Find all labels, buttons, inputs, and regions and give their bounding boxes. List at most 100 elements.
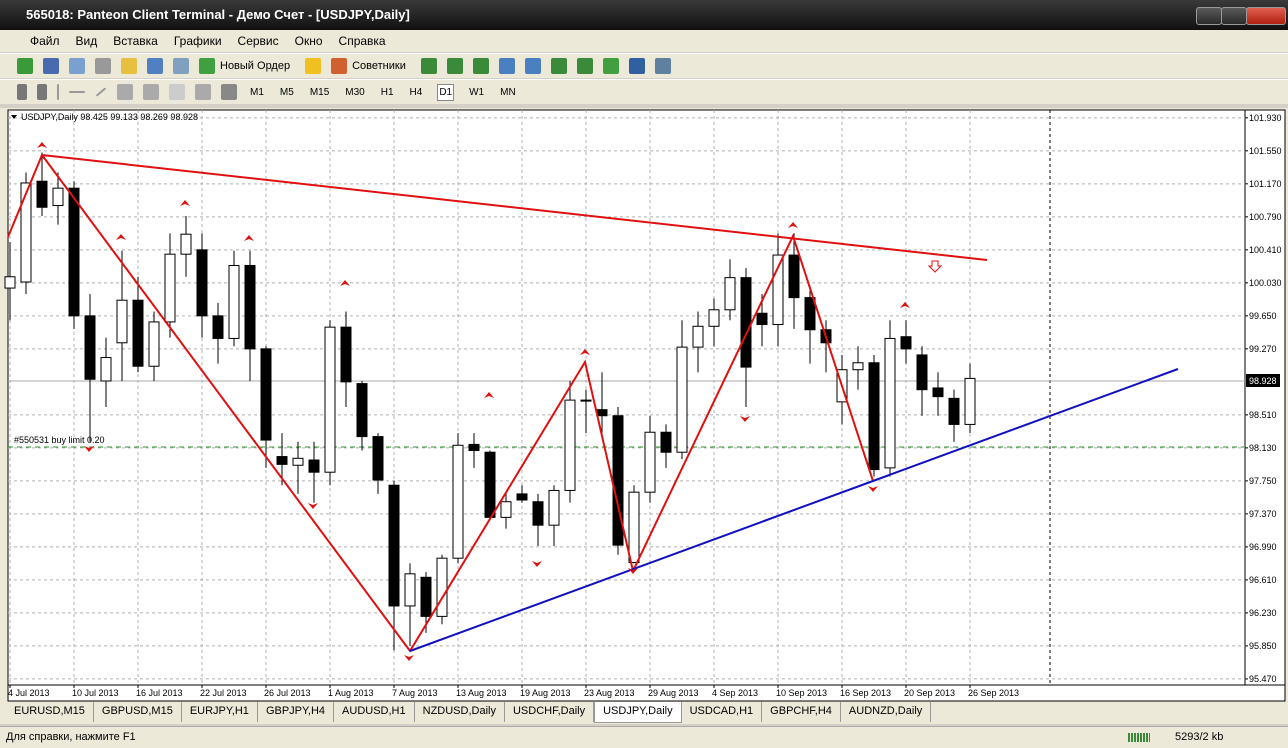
x-tick-label: 26 Jul 2013 [264, 688, 311, 698]
candle-body [644, 431, 656, 493]
menu-item[interactable]: Графики [173, 34, 222, 48]
candle-body [612, 415, 624, 546]
icon[interactable] [628, 58, 645, 74]
menu-item[interactable]: Сервис [237, 34, 279, 48]
status-traffic: 5293/2 kb [1175, 731, 1224, 743]
icon[interactable] [498, 58, 515, 74]
candle-body [228, 264, 240, 339]
icon[interactable] [121, 58, 137, 74]
icon[interactable] [169, 84, 185, 100]
candle-body [68, 187, 80, 317]
minimize[interactable] [1196, 7, 1222, 25]
icon[interactable] [446, 58, 463, 74]
icon[interactable] [95, 58, 111, 74]
chart-tab[interactable]: GBPJPY,H4 [258, 702, 335, 722]
icon[interactable] [17, 84, 27, 100]
candle-body [500, 501, 512, 518]
icon[interactable] [43, 58, 59, 74]
timeframe-button[interactable]: H4 [409, 86, 423, 98]
icon[interactable] [69, 91, 85, 93]
timeframe-button[interactable]: M15 [309, 86, 330, 98]
candle-body [772, 254, 784, 326]
icon[interactable] [195, 84, 211, 100]
icon[interactable] [199, 58, 215, 74]
candle-body [692, 325, 704, 348]
timeframe-button[interactable]: MN [500, 86, 516, 98]
icon[interactable] [69, 58, 85, 74]
candle-body [676, 346, 688, 453]
symbol-menu[interactable] [11, 115, 17, 119]
menu-item[interactable]: Вид [75, 34, 98, 48]
menu-item[interactable]: Вставка [113, 34, 158, 48]
chart-tab[interactable]: AUDUSD,H1 [334, 702, 415, 722]
x-tick-label: 10 Sep 2013 [776, 688, 827, 698]
timeframe-button[interactable]: M30 [345, 86, 365, 98]
arrow-up [900, 302, 910, 308]
candle-body [580, 399, 592, 402]
arrow-down [628, 568, 638, 574]
icon[interactable] [57, 84, 59, 100]
chart-tab[interactable]: EURJPY,H1 [182, 702, 258, 722]
icon[interactable] [117, 84, 133, 100]
candle-body [964, 377, 976, 425]
icon[interactable] [472, 58, 489, 74]
candle-body [132, 299, 144, 367]
x-tick-label: 22 Jul 2013 [200, 688, 247, 698]
candle-body [324, 326, 336, 473]
timeframe-button[interactable]: D1 [437, 83, 455, 101]
toolbar: Новый Ордер Советники [0, 53, 1288, 78]
icon[interactable] [147, 58, 163, 74]
candle-body [548, 489, 560, 526]
icon[interactable] [654, 58, 671, 74]
experts[interactable]: Советники [352, 60, 406, 72]
timeframe-button[interactable]: H1 [380, 86, 394, 98]
candle-body [116, 299, 128, 344]
chart-tab[interactable]: USDJPY,Daily [594, 702, 682, 723]
timeframe-button[interactable]: W1 [469, 86, 485, 98]
icon[interactable] [602, 58, 619, 74]
timeframe-button[interactable]: M5 [279, 86, 294, 98]
new-order[interactable]: Новый Ордер [220, 60, 291, 72]
icon[interactable] [143, 84, 159, 100]
candle-body [628, 491, 640, 564]
maximize[interactable] [1221, 7, 1247, 25]
candle-body [36, 180, 48, 208]
arrow-down [308, 503, 318, 509]
icon[interactable] [173, 58, 189, 74]
menu-item[interactable]: Справка [338, 34, 386, 48]
icon[interactable] [305, 58, 322, 74]
candle-body [452, 444, 464, 559]
candle-body [356, 383, 368, 438]
icon[interactable] [331, 58, 348, 74]
candle-body [20, 182, 32, 283]
menu-item[interactable]: Окно [294, 34, 323, 48]
chart-tab[interactable]: USDCHF,Daily [505, 702, 595, 722]
icon[interactable] [17, 58, 33, 74]
icon[interactable] [420, 58, 437, 74]
close[interactable] [1246, 7, 1286, 25]
candle-body [484, 451, 496, 518]
icon[interactable] [550, 58, 567, 74]
timeframe-button[interactable]: M1 [250, 86, 264, 98]
candle-body [372, 436, 384, 481]
chart-tab[interactable]: GBPUSD,M15 [94, 702, 182, 722]
chart-tab[interactable]: GBPCHF,H4 [762, 702, 841, 722]
arrow-up [340, 280, 350, 286]
chart-tab[interactable]: EURUSD,M15 [6, 702, 94, 722]
y-tick-label: 97.370 [1249, 509, 1277, 519]
chart-tab[interactable]: USDCAD,H1 [682, 702, 763, 722]
candle-body [708, 309, 720, 327]
icon[interactable] [95, 87, 107, 97]
chart-tabs: EURUSD,M15 GBPUSD,M15 EURJPY,H1 GBPJPY,H4 AU… [0, 702, 1288, 724]
chart-tab[interactable]: AUDNZD,Daily [841, 702, 932, 722]
y-tick-label: 101.170 [1249, 179, 1282, 189]
chart-tab[interactable]: NZDUSD,Daily [415, 702, 505, 722]
title-bar: 565018: Panteon Client Terminal - Демо С… [0, 0, 1288, 30]
icon[interactable] [221, 84, 237, 100]
icon[interactable] [37, 84, 47, 100]
arrow-up [788, 222, 798, 228]
icon[interactable] [524, 58, 541, 74]
icon[interactable] [576, 58, 593, 74]
candle-body [180, 233, 192, 255]
menu-item[interactable]: Файл [30, 34, 60, 48]
